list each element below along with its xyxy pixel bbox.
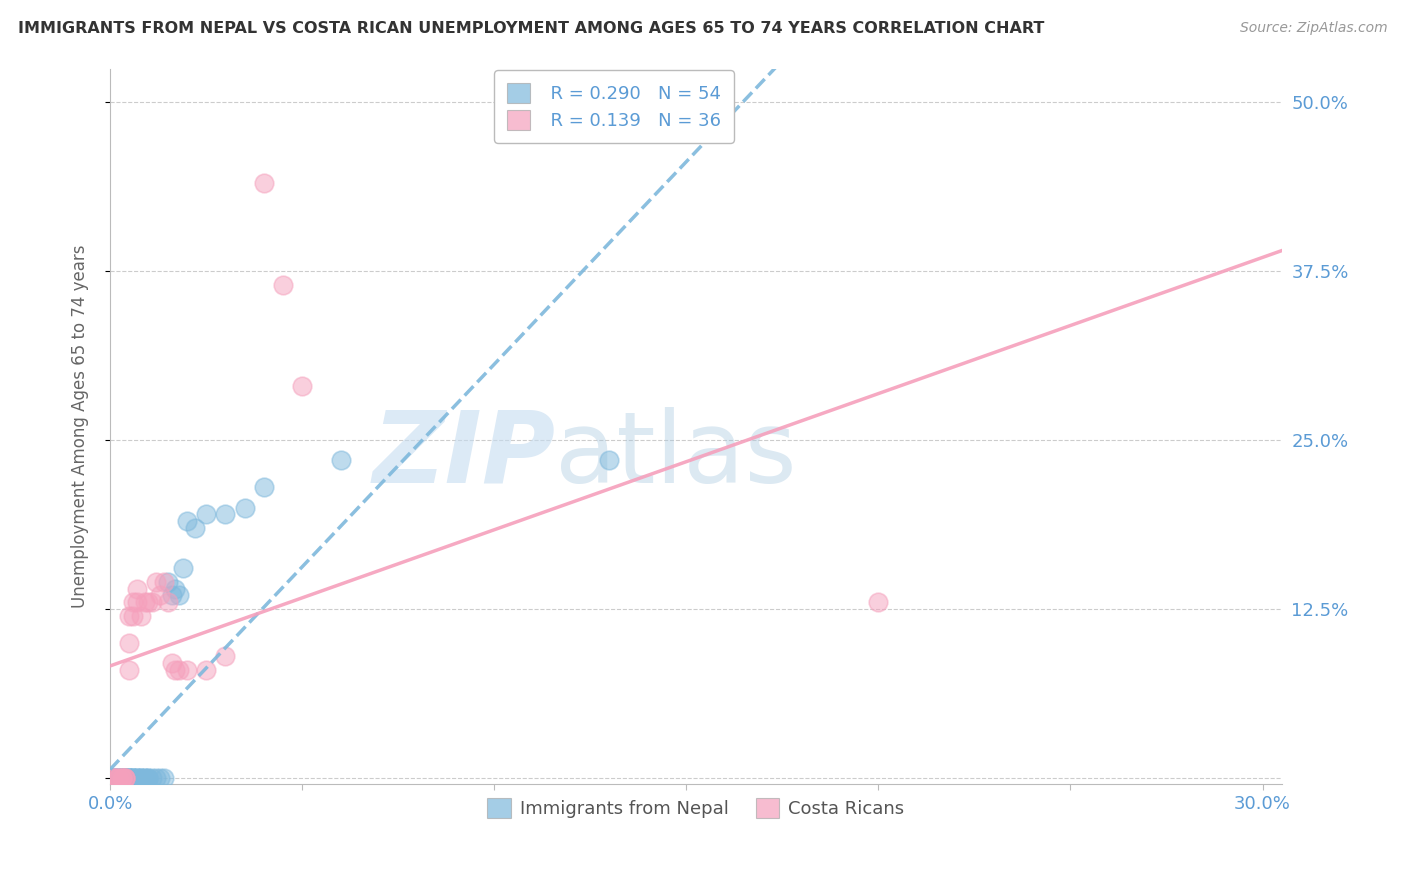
Point — [156, 595, 179, 609]
Point — [118, 771, 141, 785]
Point — [138, 771, 160, 785]
Point — [214, 649, 236, 664]
Point — [253, 480, 276, 494]
Point — [118, 663, 141, 677]
Point — [122, 608, 145, 623]
Point — [114, 771, 136, 785]
Legend: Immigrants from Nepal, Costa Ricans: Immigrants from Nepal, Costa Ricans — [479, 791, 911, 825]
Point — [176, 663, 198, 677]
Point — [114, 771, 136, 785]
Point — [110, 771, 132, 785]
Point — [868, 595, 890, 609]
Point — [165, 582, 187, 596]
Point — [291, 379, 314, 393]
Point — [156, 574, 179, 589]
Point — [122, 771, 145, 785]
Point — [160, 588, 183, 602]
Point — [329, 453, 352, 467]
Point — [141, 771, 163, 785]
Point — [114, 771, 136, 785]
Point — [129, 771, 152, 785]
Y-axis label: Unemployment Among Ages 65 to 74 years: Unemployment Among Ages 65 to 74 years — [72, 244, 89, 608]
Point — [107, 771, 129, 785]
Point — [107, 771, 129, 785]
Point — [110, 771, 132, 785]
Point — [145, 574, 167, 589]
Point — [160, 656, 183, 670]
Point — [107, 771, 129, 785]
Point — [114, 771, 136, 785]
Point — [110, 771, 132, 785]
Point — [153, 771, 176, 785]
Point — [167, 663, 190, 677]
Point — [114, 771, 136, 785]
Point — [149, 588, 172, 602]
Point — [110, 771, 132, 785]
Point — [122, 771, 145, 785]
Point — [125, 595, 148, 609]
Point — [118, 771, 141, 785]
Point — [141, 595, 163, 609]
Point — [118, 635, 141, 649]
Point — [129, 608, 152, 623]
Point — [110, 771, 132, 785]
Point — [214, 508, 236, 522]
Point — [253, 177, 276, 191]
Point — [103, 771, 125, 785]
Point — [114, 771, 136, 785]
Point — [134, 771, 156, 785]
Point — [103, 771, 125, 785]
Point — [145, 771, 167, 785]
Point — [103, 771, 125, 785]
Point — [138, 771, 160, 785]
Point — [134, 771, 156, 785]
Text: Source: ZipAtlas.com: Source: ZipAtlas.com — [1240, 21, 1388, 35]
Point — [134, 595, 156, 609]
Point — [114, 771, 136, 785]
Point — [271, 277, 294, 292]
Point — [129, 771, 152, 785]
Point — [598, 453, 620, 467]
Text: ZIP: ZIP — [373, 407, 555, 504]
Text: IMMIGRANTS FROM NEPAL VS COSTA RICAN UNEMPLOYMENT AMONG AGES 65 TO 74 YEARS CORR: IMMIGRANTS FROM NEPAL VS COSTA RICAN UNE… — [18, 21, 1045, 36]
Point — [125, 771, 148, 785]
Point — [107, 771, 129, 785]
Point — [149, 771, 172, 785]
Point — [114, 771, 136, 785]
Point — [122, 595, 145, 609]
Point — [172, 561, 194, 575]
Point — [129, 771, 152, 785]
Point — [233, 500, 256, 515]
Point — [103, 771, 125, 785]
Point — [107, 771, 129, 785]
Point — [183, 521, 205, 535]
Point — [114, 771, 136, 785]
Point — [103, 771, 125, 785]
Point — [125, 582, 148, 596]
Point — [118, 608, 141, 623]
Point — [122, 771, 145, 785]
Point — [138, 595, 160, 609]
Point — [195, 508, 218, 522]
Point — [118, 771, 141, 785]
Point — [118, 771, 141, 785]
Point — [103, 771, 125, 785]
Point — [125, 771, 148, 785]
Point — [118, 771, 141, 785]
Point — [107, 771, 129, 785]
Point — [122, 771, 145, 785]
Point — [176, 514, 198, 528]
Point — [103, 771, 125, 785]
Point — [195, 663, 218, 677]
Point — [165, 663, 187, 677]
Point — [153, 574, 176, 589]
Point — [110, 771, 132, 785]
Point — [110, 771, 132, 785]
Point — [167, 588, 190, 602]
Point — [125, 771, 148, 785]
Text: atlas: atlas — [555, 407, 797, 504]
